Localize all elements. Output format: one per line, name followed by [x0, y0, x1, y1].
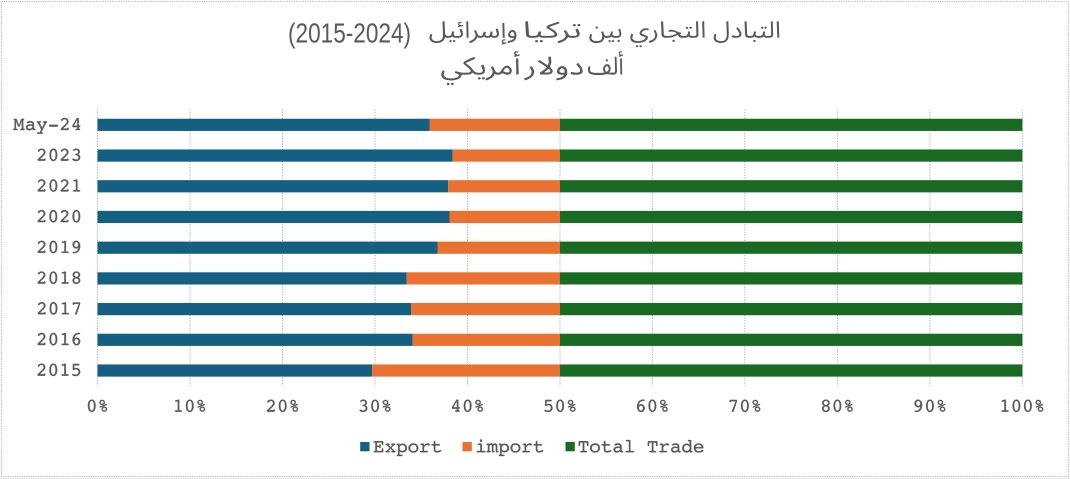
svg-text:(2015-2024): (2015-2024) [288, 19, 411, 50]
